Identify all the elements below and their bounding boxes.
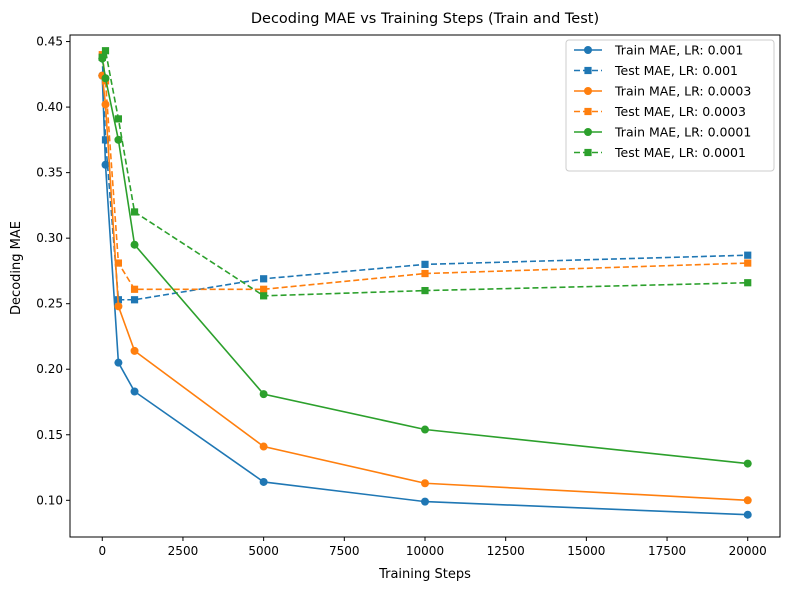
- data-point-square: [130, 285, 139, 293]
- legend-item: Test MAE, LR: 0.0001: [574, 145, 746, 160]
- data-point-square: [101, 47, 110, 55]
- y-tick-label: 0.15: [36, 428, 63, 442]
- y-tick-label: 0.30: [36, 231, 63, 245]
- data-point-circle: [130, 346, 139, 355]
- data-point-circle: [101, 100, 110, 109]
- legend-label: Train MAE, LR: 0.001: [614, 43, 743, 58]
- data-point-circle: [421, 479, 429, 488]
- chart-title: Decoding MAE vs Training Steps (Train an…: [251, 11, 599, 27]
- data-point-square: [421, 269, 429, 278]
- legend-marker-square: [584, 148, 592, 157]
- series-4: [98, 54, 752, 468]
- x-tick-label: 12500: [487, 544, 525, 558]
- data-point-square: [260, 275, 268, 283]
- data-point-circle: [743, 496, 752, 505]
- y-tick-label: 0.25: [36, 297, 63, 311]
- data-point-square: [260, 285, 268, 293]
- legend-label: Test MAE, LR: 0.0001: [614, 145, 746, 160]
- data-point-circle: [743, 459, 752, 468]
- y-tick-label: 0.10: [36, 493, 63, 507]
- legend: Train MAE, LR: 0.001 Test MAE, LR: 0.001 T…: [565, 39, 775, 172]
- data-point-square: [260, 292, 268, 300]
- y-tick-label: 0.45: [36, 35, 63, 49]
- y-tick-label: 0.35: [36, 166, 63, 180]
- data-point-square: [421, 260, 429, 268]
- data-point-square: [130, 208, 139, 216]
- data-point-circle: [743, 510, 752, 519]
- data-point-circle: [130, 240, 139, 249]
- x-tick-label: 7500: [329, 544, 360, 558]
- x-tick-label: 0: [98, 544, 106, 558]
- legend-item: Test MAE, LR: 0.001: [574, 63, 738, 78]
- data-point-square: [101, 136, 110, 144]
- data-point-square: [98, 53, 106, 61]
- legend-label: Test MAE, LR: 0.0003: [614, 104, 746, 119]
- legend-box: [565, 39, 775, 172]
- data-point-square: [421, 286, 429, 295]
- data-point-circle: [101, 74, 110, 83]
- y-tick-label: 0.40: [36, 100, 63, 114]
- legend-label: Test MAE, LR: 0.001: [614, 63, 738, 78]
- data-point-square: [744, 259, 752, 267]
- data-point-circle: [114, 302, 123, 311]
- data-point-square: [130, 296, 139, 304]
- data-point-circle: [130, 387, 139, 396]
- legend-item: Train MAE, LR: 0.001: [574, 43, 743, 58]
- series-5: [98, 47, 752, 300]
- x-tick-label: 10000: [406, 544, 444, 558]
- x-tick-label: 17500: [648, 544, 686, 558]
- x-tick-label: 20000: [729, 544, 767, 558]
- legend-marker-square: [584, 66, 592, 75]
- x-axis: 0 2500 5000 7500 10000 12500 15000 17500 20000: [98, 537, 767, 558]
- series-layer: [98, 47, 752, 519]
- data-point-square: [744, 251, 752, 259]
- y-tick-label: 0.20: [36, 362, 63, 376]
- data-point-square: [114, 259, 123, 267]
- legend-label: Train MAE, LR: 0.0003: [614, 84, 751, 99]
- data-point-circle: [114, 135, 123, 144]
- y-axis: 0.10 0.15 0.20 0.25 0.30 0.35 0.40 0.45: [36, 35, 70, 507]
- data-point-square: [744, 279, 752, 287]
- y-axis-title: Decoding MAE: [9, 221, 24, 315]
- x-tick-label: 5000: [248, 544, 279, 558]
- data-point-circle: [259, 390, 268, 399]
- legend-marker-circle: [584, 46, 592, 54]
- x-tick-label: 15000: [567, 544, 605, 558]
- legend-item: Train MAE, LR: 0.0001: [574, 125, 751, 140]
- series-2: [98, 71, 752, 505]
- data-point-circle: [421, 497, 429, 506]
- data-point-circle: [259, 477, 268, 486]
- legend-marker-circle: [584, 128, 592, 136]
- legend-item: Test MAE, LR: 0.0003: [574, 104, 746, 119]
- legend-item: Train MAE, LR: 0.0003: [574, 84, 751, 99]
- data-point-circle: [259, 442, 268, 451]
- legend-label: Train MAE, LR: 0.0001: [614, 125, 751, 140]
- data-point-circle: [114, 358, 123, 367]
- data-point-circle: [421, 425, 429, 434]
- x-axis-title: Training Steps: [378, 567, 471, 582]
- legend-marker-square: [584, 107, 592, 116]
- legend-marker-circle: [584, 87, 592, 95]
- data-point-square: [114, 115, 123, 123]
- x-tick-label: 2500: [168, 544, 199, 558]
